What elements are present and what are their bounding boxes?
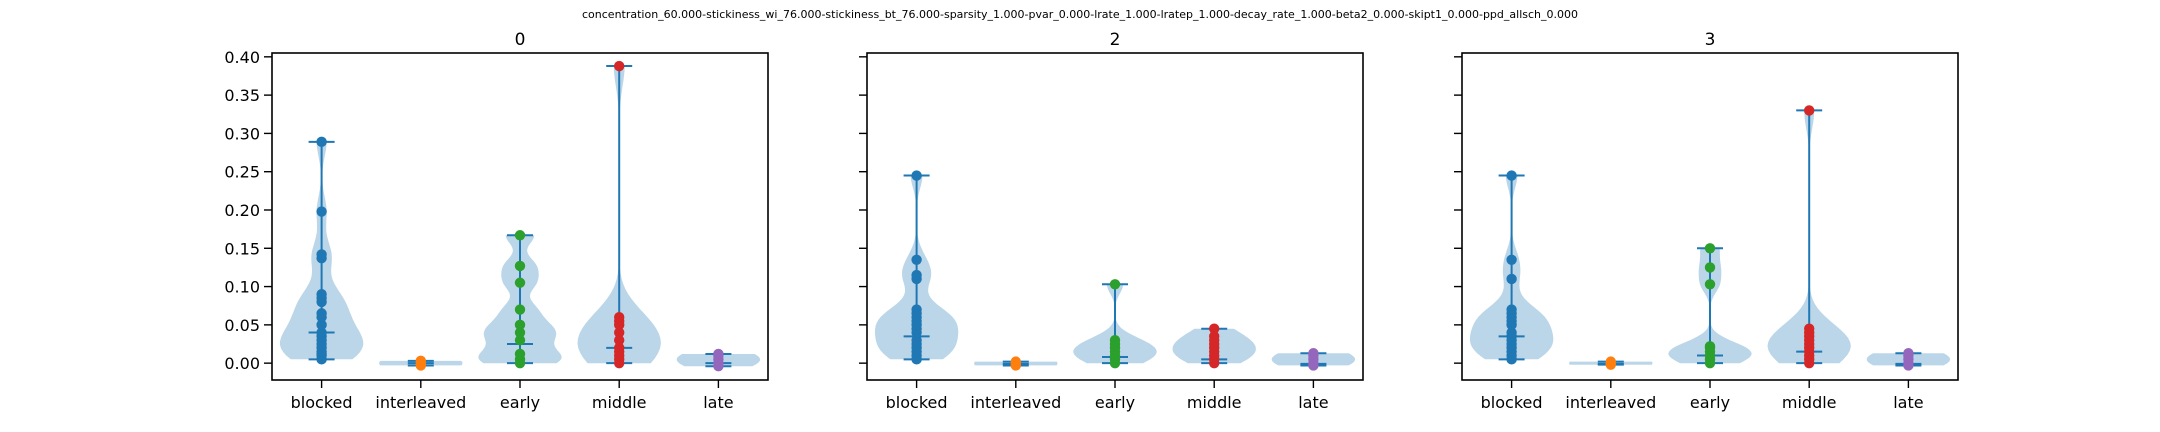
subplot-2: 3 blocked interleaved early middle late: [1454, 30, 1959, 412]
axes-frame: [271, 52, 769, 381]
subplot-title: 2: [1110, 30, 1121, 50]
data-point: [911, 170, 922, 181]
y-tick-label: 0.05: [224, 316, 260, 335]
y-tick-label: 0.15: [224, 239, 260, 258]
data-point: [1704, 262, 1716, 273]
x-tick-label: blocked: [291, 393, 353, 412]
data-point: [1605, 356, 1617, 367]
x-tick-label: early: [1690, 393, 1730, 412]
data-point: [614, 60, 625, 72]
x-tick-label: blocked: [886, 393, 948, 412]
data-point: [1506, 327, 1517, 338]
data-point: [1704, 341, 1716, 352]
data-point: [514, 327, 526, 338]
data-point: [713, 348, 724, 360]
x-tick-label: late: [1893, 393, 1923, 412]
subplot-0: 0 0.00 0.05 0.10 0.15 0.20 0.25 0.30 0.35 0.40 blo…: [224, 30, 769, 412]
x-tick-label: early: [1095, 393, 1135, 412]
data-point: [1506, 170, 1517, 181]
y-tick-label: 0.00: [224, 354, 260, 373]
data-point: [911, 269, 922, 281]
data-point: [1209, 331, 1220, 342]
subplot-title: 0: [515, 30, 526, 50]
y-tick-label: 0.25: [224, 163, 260, 182]
data-point: [514, 334, 526, 346]
data-point: [316, 327, 327, 338]
data-point: [1209, 323, 1220, 334]
data-point: [316, 136, 327, 148]
data-point: [614, 327, 625, 338]
data-point: [1506, 273, 1517, 285]
x-tick-label: late: [1298, 393, 1328, 412]
y-tick-label: 0.20: [224, 201, 260, 220]
y-tick-label: 0.35: [224, 86, 260, 105]
data-point: [415, 355, 426, 367]
data-point: [614, 312, 625, 323]
x-tick-label: middle: [1187, 393, 1242, 412]
x-tick-label: middle: [592, 393, 647, 412]
data-point: [316, 308, 327, 319]
x-tick-label: early: [500, 393, 540, 412]
data-point: [614, 342, 625, 354]
data-point: [316, 289, 327, 300]
data-point: [316, 319, 327, 331]
data-point: [1704, 243, 1716, 254]
x-tick-label: interleaved: [375, 393, 466, 412]
data-point: [1506, 254, 1517, 265]
data-point: [911, 334, 922, 346]
data-point: [911, 304, 922, 315]
data-point: [316, 249, 327, 260]
data-point: [1804, 323, 1815, 334]
data-point: [514, 277, 526, 288]
axes-frame: [1461, 52, 1959, 381]
data-point: [1109, 334, 1121, 346]
y-tick-label: 0.10: [224, 278, 260, 297]
data-point: [614, 334, 625, 346]
subplot-1: 2 blocked interleaved early middle late: [859, 30, 1364, 412]
data-point: [514, 230, 526, 241]
figure-suptitle: concentration_60.000-stickiness_wi_76.00…: [582, 8, 1578, 21]
subplot-title: 3: [1705, 30, 1716, 50]
data-point: [911, 254, 922, 265]
data-point: [316, 206, 327, 217]
data-point: [514, 319, 526, 331]
y-tick-label: 0.40: [224, 48, 260, 67]
x-tick-label: blocked: [1481, 393, 1543, 412]
axes-frame: [866, 52, 1364, 381]
data-point: [514, 304, 526, 315]
x-tick-label: interleaved: [970, 393, 1061, 412]
data-point: [514, 260, 526, 272]
x-tick-label: interleaved: [1565, 393, 1656, 412]
data-point: [1903, 347, 1914, 359]
x-tick-label: late: [703, 393, 733, 412]
data-point: [514, 348, 526, 360]
data-point: [1308, 347, 1319, 359]
y-tick-label: 0.30: [224, 124, 260, 143]
data-point: [1704, 279, 1716, 290]
data-point: [1010, 356, 1021, 367]
data-point: [1506, 304, 1517, 315]
data-point: [1804, 105, 1815, 116]
x-tick-label: middle: [1782, 393, 1837, 412]
data-point: [1109, 279, 1121, 290]
